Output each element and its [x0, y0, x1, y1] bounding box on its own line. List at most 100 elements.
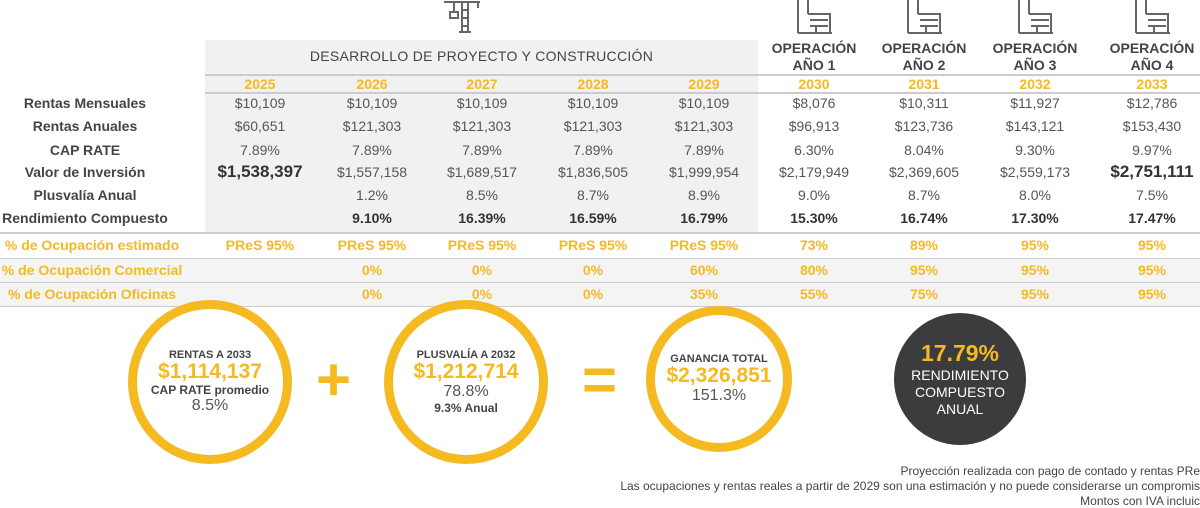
cell: 0% — [471, 286, 493, 302]
cell: $10,109 — [346, 95, 398, 111]
cell: 8.9% — [688, 187, 720, 203]
cell: 95% — [909, 262, 939, 278]
crane-icon — [444, 1, 480, 33]
cell: PReS 95% — [447, 237, 517, 253]
divider — [0, 305, 1200, 307]
cell: $10,109 — [567, 95, 619, 111]
table-row: Rentas Mensuales $10,109 $10,109 $10,109 $10… — [0, 92, 1200, 114]
operation-header: OPERACIÓN AÑO 1 — [759, 40, 869, 74]
row-label: Rentas Anuales — [32, 118, 138, 134]
cell: 60% — [689, 262, 719, 278]
cell: $10,109 — [234, 95, 286, 111]
cell: $10,311 — [899, 95, 949, 111]
cell: 0% — [361, 286, 383, 302]
cell: $1,999,954 — [668, 164, 740, 180]
operation-header: OPERACIÓN AÑO 4 — [1097, 40, 1200, 74]
cell: $123,736 — [894, 118, 954, 134]
cell: 9.30% — [1015, 142, 1055, 158]
operation-year: AÑO 4 — [1130, 57, 1174, 73]
table-row: Valor de Inversión $1,538,397 $1,557,158 $1… — [0, 161, 1200, 183]
cell: $60,651 — [234, 118, 286, 134]
rentas-title: RENTAS A 2033 — [168, 349, 252, 361]
rentas-circle: RENTAS A 2033 $1,114,137 CAP RATE promed… — [128, 300, 292, 464]
equals-sign: = — [582, 346, 618, 413]
cell: $8,076 — [792, 95, 836, 111]
cell: $2,369,605 — [888, 164, 960, 180]
operation-title: OPERACIÓN — [881, 40, 967, 56]
cell: 95% — [1137, 262, 1167, 278]
cell: 0% — [582, 262, 604, 278]
occupancy-row: % de Ocupación estimado PReS 95% PReS 95% P… — [0, 234, 1200, 257]
cell: 1.2% — [356, 187, 388, 203]
table-row: Rentas Anuales $60,651 $121,303 $121,303 $12… — [0, 115, 1200, 137]
cell: $1,836,505 — [557, 164, 629, 180]
cell: $121,303 — [452, 118, 512, 134]
cell: 95% — [1137, 237, 1167, 253]
cell: 89% — [909, 237, 939, 253]
cell: 55% — [799, 286, 829, 302]
cell: PReS 95% — [337, 237, 407, 253]
cell: 7.89% — [462, 142, 502, 158]
years-row: 2025 2026 2027 2028 2029 2030 2031 2032 2033 — [0, 73, 1200, 95]
rentas-pct: 8.5% — [191, 397, 229, 414]
operation-header: OPERACIÓN AÑO 2 — [869, 40, 979, 74]
operation-header: OPERACIÓN AÑO 3 — [980, 40, 1090, 74]
plus-sign: + — [316, 346, 352, 413]
cell: 7.89% — [684, 142, 724, 158]
cell: $143,121 — [1005, 118, 1065, 134]
year-header: 2033 — [1136, 76, 1168, 92]
rendimiento-line1: RENDIMIENTO — [911, 367, 1009, 383]
operation-title: OPERACIÓN — [771, 40, 857, 56]
cell: PReS 95% — [558, 237, 628, 253]
cell: 16.39% — [458, 210, 506, 226]
operation-title: OPERACIÓN — [1109, 40, 1195, 56]
cell: 8.7% — [577, 187, 609, 203]
cell: 0% — [471, 262, 493, 278]
occupancy-row: % de Ocupación Comercial 0% 0% 0% 60% 80% 95% 9… — [0, 259, 1200, 282]
rentas-sub: CAP RATE promedio — [150, 383, 270, 397]
cell: $11,927 — [1010, 95, 1060, 111]
cell: $1,557,158 — [336, 164, 408, 180]
divider — [205, 74, 1200, 76]
operation-year: AÑO 1 — [792, 57, 836, 73]
cell: $121,303 — [674, 118, 734, 134]
operation-year: AÑO 3 — [1013, 57, 1057, 73]
cell: 8.7% — [908, 187, 940, 203]
cell: 95% — [1020, 262, 1050, 278]
cell: 73% — [799, 237, 829, 253]
cell: 95% — [1020, 237, 1050, 253]
cell: $121,303 — [342, 118, 402, 134]
year-header: 2028 — [577, 76, 609, 92]
cell: 7.89% — [573, 142, 613, 158]
year-header: 2029 — [688, 76, 720, 92]
ganancia-value: $2,326,851 — [666, 364, 772, 387]
building-icon — [797, 0, 832, 34]
cell: 95% — [1020, 286, 1050, 302]
cell: 7.5% — [1136, 187, 1168, 203]
rendimiento-line3: ANUAL — [936, 401, 984, 417]
cell: 0% — [582, 286, 604, 302]
cell: $2,751,111 — [1110, 162, 1194, 181]
cell: 95% — [1137, 286, 1167, 302]
cell: 9.97% — [1132, 142, 1172, 158]
cell: 7.89% — [352, 142, 392, 158]
operation-title: OPERACIÓN — [992, 40, 1078, 56]
operation-year: AÑO 2 — [902, 57, 946, 73]
rendimiento-circle: 17.79% RENDIMIENTO COMPUESTO ANUAL — [894, 313, 1026, 445]
cell: PReS 95% — [225, 237, 295, 253]
note: Montos con IVA incluic — [1080, 494, 1200, 508]
plusvalia-circle: PLUSVALÍA A 2032 $1,212,714 78.8% 9.3% A… — [384, 300, 548, 464]
year-header: 2026 — [356, 76, 388, 92]
cell: 9.0% — [798, 187, 830, 203]
cell: 16.74% — [900, 210, 948, 226]
building-icon — [907, 0, 942, 34]
cell: PReS 95% — [669, 237, 739, 253]
cell: 35% — [689, 286, 719, 302]
plusvalia-title: PLUSVALÍA A 2032 — [416, 349, 516, 361]
plusvalia-sub: 9.3% Anual — [434, 401, 498, 415]
row-label: Plusvalía Anual — [33, 187, 137, 203]
plusvalia-pct: 78.8% — [443, 383, 489, 400]
cell: 17.30% — [1011, 210, 1059, 226]
cell: $121,303 — [563, 118, 623, 134]
cell: 16.79% — [680, 210, 728, 226]
